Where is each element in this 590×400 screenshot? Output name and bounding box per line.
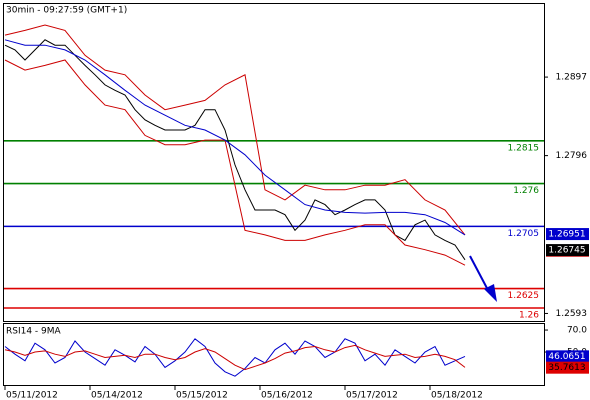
level-label: 1.2625 — [508, 291, 540, 301]
level-label: 1.276 — [513, 186, 539, 196]
x-tick-label: 05/17/2012 — [346, 391, 398, 400]
x-tick-label: 05/15/2012 — [176, 391, 228, 400]
y-tick-label: 70.0 — [567, 326, 587, 336]
series-line — [4, 24, 466, 236]
x-tick-label: 05/11/2012 — [6, 391, 58, 400]
value-tag — [546, 244, 589, 257]
y-tick-label: 1.2897 — [556, 73, 588, 83]
value-tag-label: 1.26951 — [548, 230, 585, 240]
series-line — [4, 59, 466, 266]
x-tick-label: 05/16/2012 — [261, 391, 313, 400]
value-tag — [546, 228, 589, 241]
x-tick-label: 05/14/2012 — [91, 391, 143, 400]
value-tag-label: 46.0651 — [548, 352, 585, 362]
value-tag-label: 35.7613 — [548, 363, 585, 373]
chart-title: 30min - 09:27:59 (GMT+1) — [6, 6, 127, 16]
y-tick-label: 1.2593 — [556, 309, 588, 319]
series-line — [4, 344, 466, 371]
series-line — [4, 39, 466, 261]
plot-layer: 1.2593 1.2796 1.2897 1.2815 1.276 1.2705 1.262… — [4, 24, 589, 400]
series-line — [4, 39, 466, 236]
trend-arrow — [469, 255, 490, 293]
level-label: 1.26 — [519, 311, 539, 321]
trend-arrowhead — [484, 284, 497, 302]
level-label: 1.2815 — [508, 143, 540, 153]
level-label: 1.2705 — [508, 229, 540, 239]
price-panel — [3, 3, 545, 322]
value-tag-label: 1.26745 — [548, 246, 585, 256]
y-tick-label: 1.2796 — [556, 151, 588, 161]
value-tag — [546, 350, 589, 363]
value-tag — [546, 361, 589, 374]
rsi-title: RSI14 - 9MA — [6, 327, 62, 337]
x-tick-label: 05/18/2012 — [431, 391, 483, 400]
rsi-panel — [3, 323, 545, 386]
series-line — [4, 338, 466, 377]
